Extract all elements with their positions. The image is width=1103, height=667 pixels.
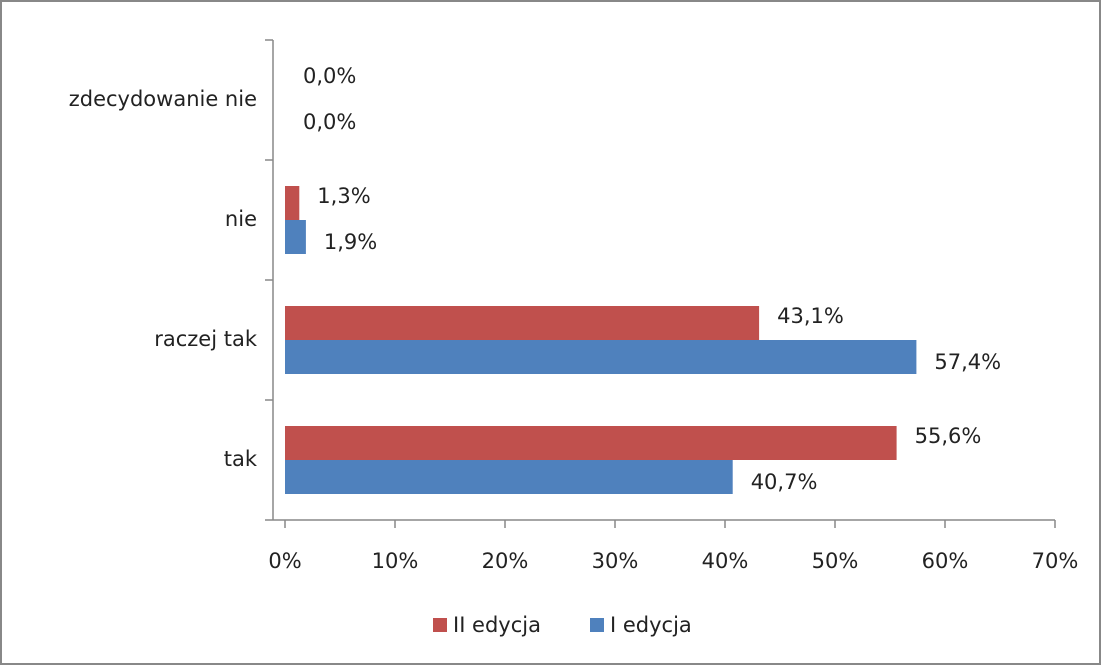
legend-swatch xyxy=(433,618,447,632)
legend-label: II edycja xyxy=(453,613,541,637)
x-tick-label: 40% xyxy=(702,549,749,573)
x-tick-label: 10% xyxy=(372,549,419,573)
x-tick-label: 0% xyxy=(268,549,301,573)
bar xyxy=(285,306,760,340)
bar xyxy=(285,426,897,460)
value-label: 0,0% xyxy=(303,64,356,88)
y-tick-label: zdecydowanie nie xyxy=(69,87,257,111)
legend-swatch xyxy=(590,618,604,632)
value-label: 43,1% xyxy=(777,304,844,328)
legend-label: I edycja xyxy=(610,613,692,637)
bar xyxy=(285,220,306,254)
y-tick-label: raczej tak xyxy=(154,327,258,351)
value-label: 1,3% xyxy=(317,184,370,208)
x-tick-label: 70% xyxy=(1032,549,1079,573)
value-label: 40,7% xyxy=(751,470,818,494)
value-label: 55,6% xyxy=(915,424,982,448)
value-label: 1,9% xyxy=(324,230,377,254)
y-tick-label: nie xyxy=(225,207,257,231)
x-tick-label: 50% xyxy=(812,549,859,573)
value-label: 0,0% xyxy=(303,110,356,134)
x-tick-label: 20% xyxy=(482,549,529,573)
y-tick-label: tak xyxy=(224,447,258,471)
x-tick-label: 30% xyxy=(592,549,639,573)
bar xyxy=(285,460,733,494)
bar xyxy=(285,186,300,220)
bar xyxy=(285,340,917,374)
x-tick-label: 60% xyxy=(922,549,969,573)
value-label: 57,4% xyxy=(934,350,1001,374)
